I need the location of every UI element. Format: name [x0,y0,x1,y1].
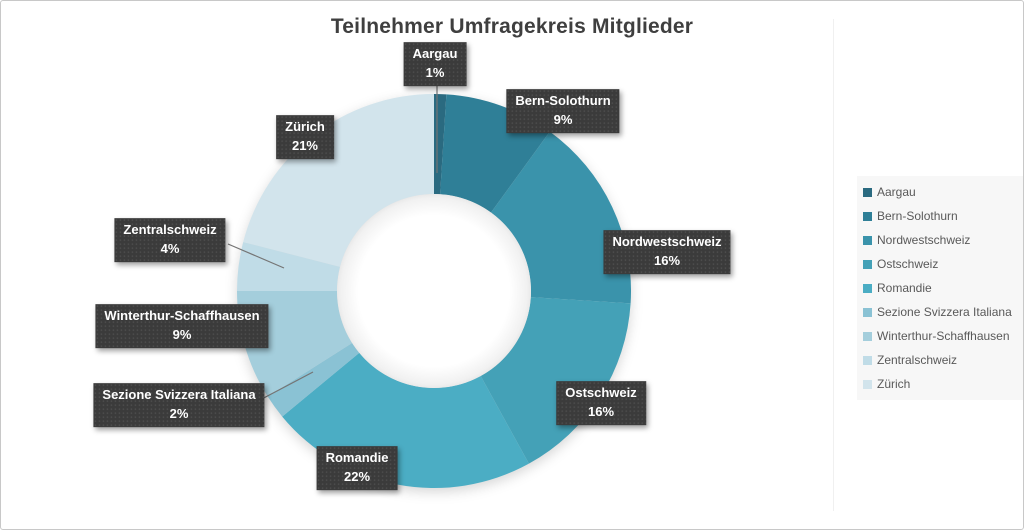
data-label-zentralschweiz: Zentralschweiz 4% [114,218,226,262]
data-label-category: Zürich [285,119,325,135]
legend-item-sezione-svizzera-italiana: Sezione Svizzera Italiana [863,305,1019,319]
data-label-percent: 16% [587,404,615,419]
legend-swatch-icon [863,307,872,317]
data-label-category: Aargau [412,46,458,62]
data-label-percent: 9% [172,327,192,342]
data-label-category: Winterthur-Schaffhausen [104,308,260,324]
legend-item-nordwestschweiz: Nordwestschweiz [863,233,1019,247]
data-label-category: Nordwestschweiz [612,234,722,250]
data-label-winterthur-schaffhausen: Winterthur-Schaffhausen 9% [95,304,269,348]
data-label-percent: 1% [425,65,445,80]
data-label-aargau: Aargau 1% [403,42,467,86]
slice-ostschweiz [480,297,631,464]
legend-swatch-icon [863,211,872,221]
legend-label: Ostschweiz [877,257,939,271]
slice-sezione-svizzera-italiana [267,342,360,417]
legend-item-z-rich: Zürich [863,377,1019,391]
chart-title: Teilnehmer Umfragekreis Mitglieder [330,15,694,38]
legend-swatch-icon [863,259,872,269]
leader-line [227,243,285,269]
data-label-percent: 22% [343,469,371,484]
legend-item-bern-solothurn: Bern-Solothurn [863,209,1019,223]
data-label-percent: 9% [553,112,573,127]
legend-swatch-icon [863,355,872,365]
legend-swatch-icon [863,331,872,341]
legend-label: Aargau [877,185,916,199]
data-label-percent: 2% [169,406,189,421]
legend-swatch-icon [863,379,872,389]
data-label-sezione-svizzera-italiana: Sezione Svizzera Italiana 2% [93,383,265,427]
legend: Aargau Bern-Solothurn Nordwestschweiz Ostsc… [857,176,1023,400]
legend-item-winterthur-schaffhausen: Winterthur-Schaffhausen [863,329,1019,343]
legend-label: Zürich [877,377,911,391]
legend-label: Zentralschweiz [877,353,958,367]
legend-item-romandie: Romandie [863,281,1019,295]
legend-item-aargau: Aargau [863,185,1019,199]
legend-swatch-icon [863,235,872,245]
data-label-percent: 4% [160,241,180,256]
slice-nordwestschweiz [491,131,631,304]
plot-area-divider [833,19,834,511]
legend-item-zentralschweiz: Zentralschweiz [863,353,1019,367]
data-label-percent: 16% [653,253,681,268]
data-label-category: Ostschweiz [565,385,637,401]
leader-line [257,371,314,402]
legend-label: Nordwestschweiz [877,233,971,247]
data-label-ostschweiz: Ostschweiz 16% [556,381,646,425]
slice-zentralschweiz [237,242,341,291]
slice-z-rich [243,94,434,267]
data-label-category: Sezione Svizzera Italiana [102,387,256,403]
legend-label: Romandie [877,281,932,295]
legend-label: Bern-Solothurn [877,209,958,223]
legend-label: Winterthur-Schaffhausen [877,329,1010,343]
data-label-percent: 21% [291,138,319,153]
data-label-category: Romandie [325,450,389,466]
data-label-z-rich: Zürich 21% [276,115,334,159]
data-label-bern-solothurn: Bern-Solothurn 9% [506,89,620,133]
legend-item-ostschweiz: Ostschweiz [863,257,1019,271]
data-label-category: Bern-Solothurn [515,93,611,109]
legend-swatch-icon [863,283,872,293]
data-label-nordwestschweiz: Nordwestschweiz 16% [603,230,731,274]
legend-label: Sezione Svizzera Italiana [877,305,1012,319]
data-label-romandie: Romandie 22% [316,446,398,490]
data-label-category: Zentralschweiz [123,222,217,238]
legend-swatch-icon [863,187,872,197]
donut-hole [337,194,531,388]
